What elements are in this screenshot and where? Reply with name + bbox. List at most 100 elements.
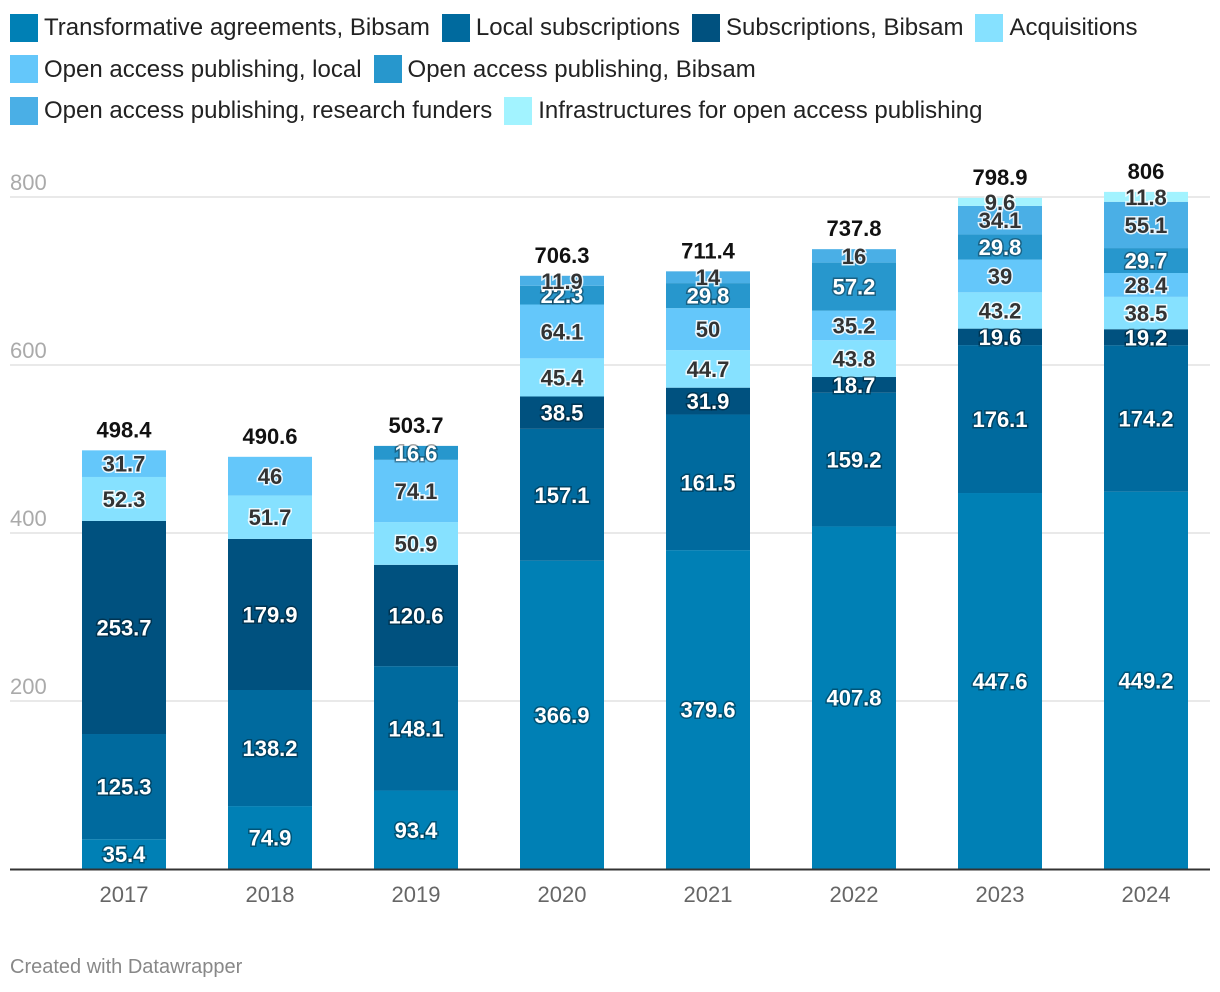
bar-segment [958,197,1042,206]
bar-segment [228,806,312,869]
x-tick-label: 2024 [1122,882,1171,907]
bar-segment [666,550,750,869]
bar-segment [1104,345,1188,492]
legend-swatch [441,13,470,42]
data-label: 176.1 [972,407,1027,432]
legend-item: Subscriptions, Bibsam [692,10,963,45]
bar-segment [82,734,166,840]
bar-segment [82,450,166,477]
data-label: 16.6 [395,441,438,466]
legend-label: Infrastructures for open access publishi… [538,97,983,124]
data-label: 35.2 [833,313,876,338]
data-label: 64.1 [541,319,584,344]
bar-segment [82,520,166,735]
bar-segment [1104,248,1188,274]
bar-segment [228,689,312,807]
total-label: 737.8 [826,216,881,241]
bar-segment [520,275,604,286]
legend-item: Open access publishing, local [10,52,362,87]
total-label: 490.6 [242,424,297,449]
data-label: 19.2 [1125,325,1168,350]
data-label: 18.7 [833,373,876,398]
data-label: 51.7 [249,505,292,530]
legend-swatch [10,13,38,42]
legend-label: Transformative agreements, Bibsam [44,14,430,41]
x-tick-label: 2021 [684,882,733,907]
legend-item: Open access publishing, Bibsam [373,52,756,87]
x-tick-label: 2023 [976,882,1025,907]
x-tick-label: 2019 [392,882,441,907]
legend-label: Open access publishing, research funders [44,97,493,124]
total-label: 503.7 [388,413,443,438]
bar-segment [958,205,1042,235]
y-tick-label: 800 [10,170,47,195]
data-label: 148.1 [388,716,443,741]
legend-swatch [692,13,721,42]
bar-segment [520,428,604,561]
bar-segment [958,234,1042,260]
bar-segment [812,249,896,263]
data-label: 43.2 [979,298,1022,323]
bar-segment [666,414,750,551]
bar-segment [812,377,896,393]
y-tick-label: 400 [10,506,47,531]
y-tick-label: 600 [10,338,47,363]
bar-segment [520,560,604,869]
bar-segment [228,456,312,496]
data-label: 93.4 [395,818,439,843]
data-label: 366.9 [534,703,589,728]
bar-segment [1104,273,1188,297]
bar-segment [666,308,750,351]
data-label: 50.9 [395,531,438,556]
legend-item: Transformative agreements, Bibsam [10,10,430,45]
legend-swatch [975,13,1004,42]
bar-segment [1104,201,1188,249]
data-label: 44.7 [687,357,730,382]
data-label: 161.5 [680,470,735,495]
legend-item: Open access publishing, research funders [10,93,492,128]
bar-segment [520,396,604,429]
x-tick-label: 2018 [246,882,295,907]
y-tick-label: 200 [10,674,47,699]
x-tick-label: 2017 [100,882,149,907]
total-label: 706.3 [534,243,589,268]
bar-segment [958,259,1042,293]
legend-label: Acquisitions [1009,14,1138,41]
data-label: 125.3 [96,775,151,800]
data-label: 29.7 [1125,249,1168,274]
data-label: 31.9 [687,389,730,414]
data-label: 57.2 [833,275,876,300]
data-label: 34.1 [979,208,1022,233]
legend-swatch [504,96,533,125]
legend-label: Local subscriptions [475,14,681,41]
legend-label: Open access publishing, local [44,55,362,83]
legend-swatch [373,55,402,83]
data-label: 157.1 [534,483,589,508]
data-label: 19.6 [979,325,1022,350]
data-label: 43.8 [833,347,876,372]
legend-swatch [10,96,38,125]
bar-segment [374,459,458,523]
bar-segment [1104,491,1188,869]
data-label: 39 [988,264,1012,289]
bar-segment [812,310,896,341]
data-label: 50 [696,317,720,342]
legend-item: Infrastructures for open access publishi… [504,93,983,128]
bar-segment [228,495,312,539]
legend-label: Open access publishing, Bibsam [407,55,756,83]
total-label: 798.9 [972,165,1027,190]
data-label: 31.7 [103,452,146,477]
bar-segment [812,392,896,527]
data-label: 74.9 [249,826,292,851]
legend-label: Subscriptions, Bibsam [726,14,964,41]
data-label: 35.4 [103,842,147,867]
data-label: 159.2 [826,448,881,473]
legend: Transformative agreements, Bibsam Local s… [10,10,1210,135]
data-label: 29.8 [979,235,1022,260]
footer-credit: Created with Datawrapper [10,956,243,978]
bar-segment [666,271,750,284]
bar-segment [666,283,750,309]
bar-segment [1104,329,1188,346]
bar-segment [82,476,166,521]
